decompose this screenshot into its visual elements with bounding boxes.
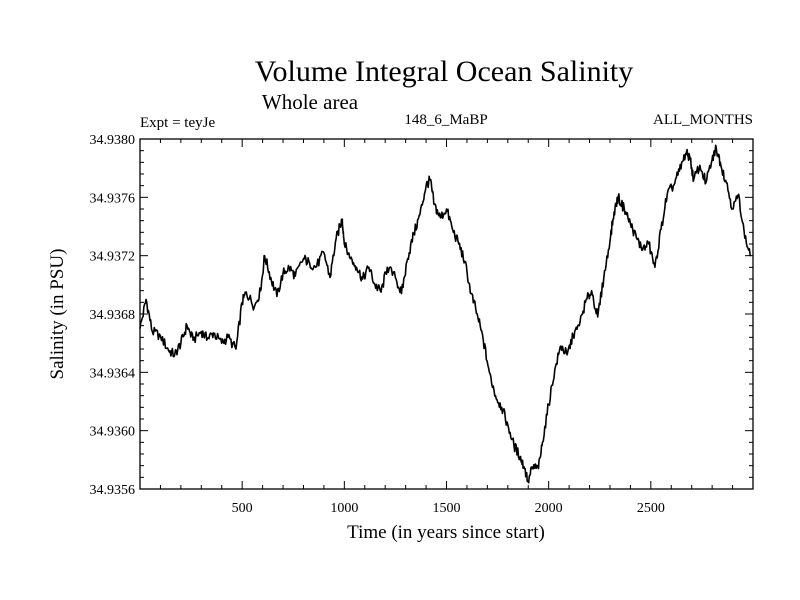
months-label: ALL_MONTHS bbox=[653, 112, 753, 128]
y-tick-label: 34.9372 bbox=[90, 250, 136, 265]
x-tick-label: 2500 bbox=[637, 501, 665, 516]
chart-subtitle: Whole area bbox=[262, 90, 359, 114]
x-axis-title: Time (in years since start) bbox=[347, 522, 545, 543]
x-axis-ticks: 500 1000 1500 2000 2500 bbox=[232, 139, 665, 516]
y-tick-label: 34.9368 bbox=[90, 308, 136, 323]
chart-title: Volume Integral Ocean Salinity bbox=[255, 55, 634, 88]
y-tick-label: 34.9380 bbox=[90, 133, 136, 148]
y-tick-label: 34.9376 bbox=[90, 191, 136, 206]
period-label: 148_6_MaBP bbox=[404, 112, 487, 128]
salinity-series-line bbox=[139, 144, 752, 484]
x-tick-label: 500 bbox=[232, 501, 253, 516]
y-tick-label: 34.9360 bbox=[90, 425, 136, 440]
y-axis-ticks: 34.9356 34.9360 34.9364 34.9368 34.9372 34.93… bbox=[90, 133, 753, 498]
y-tick-label: 34.9364 bbox=[90, 366, 136, 381]
plot-frame bbox=[139, 138, 754, 490]
minor-ticks bbox=[140, 139, 753, 489]
y-axis-title: Salinity (in PSU) bbox=[47, 249, 68, 380]
series-layer bbox=[139, 144, 752, 484]
x-tick-label: 2000 bbox=[535, 501, 563, 516]
x-tick-label: 1000 bbox=[330, 501, 358, 516]
x-tick-label: 1500 bbox=[433, 501, 461, 516]
y-tick-label: 34.9356 bbox=[90, 483, 136, 498]
experiment-label: Expt = teyJe bbox=[140, 115, 215, 131]
